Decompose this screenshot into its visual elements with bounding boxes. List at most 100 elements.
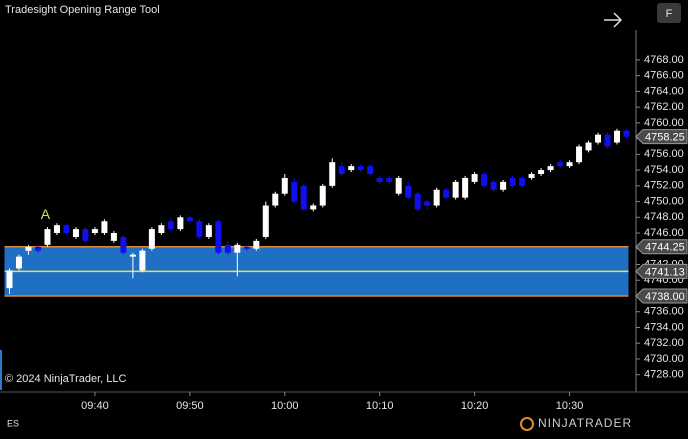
x-tick-label: 10:00 [271,400,299,412]
chart-title: Tradesight Opening Range Tool [5,4,160,16]
candle-body [462,177,469,198]
candle-body [604,134,611,147]
x-tick-label: 10:20 [461,400,489,412]
y-tick-label: 4762.00 [644,101,684,113]
candle-body [72,229,79,237]
candle-body [25,246,32,251]
candle-body [34,246,41,251]
y-tick-label: 4766.00 [644,70,684,82]
candle-body [509,177,516,186]
candle-body [167,221,174,230]
y-tick-label: 4756.00 [644,148,684,160]
candle-body [224,244,231,253]
candle-body [319,185,326,206]
candle-body [205,225,212,237]
candle-body [481,174,488,186]
candle-body [300,185,307,210]
y-tick-label: 4764.00 [644,85,684,97]
candle-body [186,217,193,222]
x-tick-label: 10:30 [556,400,584,412]
candle-body [243,246,250,249]
candle-body [348,166,355,171]
candle-body [63,225,70,234]
candle-body [215,221,222,253]
candle-body [329,162,336,186]
scroll-marker [0,350,2,390]
annotation: A [41,206,51,222]
y-tick-label: 4754.00 [644,164,684,176]
brand-logo [520,417,534,431]
candle-body [338,166,345,175]
y-tick-label: 4746.00 [644,227,684,239]
candle-body [623,130,630,137]
candle-body [44,229,51,245]
candle-body [367,166,374,175]
candle-body [110,233,117,241]
copyright: © 2024 NinjaTrader, LLC [5,373,126,385]
candle-body [148,229,155,249]
candle-body [177,217,184,230]
brand: NINJATRADER [538,416,632,430]
range-high-label: 4744.25 [645,242,685,254]
candle-body [405,185,412,198]
candle-body [500,181,507,190]
y-tick-label: 4760.00 [644,117,684,129]
candle-body [452,181,459,198]
range-mid-label: 4741.13 [645,266,685,278]
candle-body [291,181,298,202]
candle-body [433,189,440,206]
candle-body [91,229,98,234]
y-tick-label: 4734.00 [644,321,684,333]
y-tick-label: 4730.00 [644,353,684,365]
candle-body [386,177,393,182]
candle-body [357,166,364,171]
y-tick-label: 4728.00 [644,369,684,381]
candle-body [129,254,136,257]
candle-body [566,162,573,167]
candle-body [120,236,127,253]
candle-body [253,240,260,249]
candle-body [101,221,108,234]
y-tick-label: 4750.00 [644,195,684,207]
instrument: ES [7,418,19,428]
last-price-label: 4758.25 [645,132,685,144]
candle-body [6,270,13,289]
candle-body [262,205,269,237]
candle-body [234,244,241,253]
y-tick-label: 4768.00 [644,54,684,66]
y-tick-label: 4736.00 [644,306,684,318]
last-price-label-tag [635,129,688,145]
candle-body [595,134,602,143]
candle-body [196,221,203,237]
candle-body [82,229,89,241]
candle-body [585,142,592,151]
y-tick-label: 4732.00 [644,337,684,349]
button-bg[interactable] [657,3,681,23]
candle-body [490,181,497,190]
candle-body [139,250,146,271]
candle-body [424,201,431,206]
candle-body [576,146,583,163]
candle-body [538,170,545,175]
candle-body [53,225,60,234]
candle-body [443,189,450,198]
x-tick-label: 10:10 [366,400,394,412]
arrow-icon[interactable] [604,12,623,28]
candle-body [272,193,279,206]
x-tick-label: 09:40 [81,400,109,412]
range-mid-label-tag [635,263,688,279]
candle-body [310,205,317,210]
candle-body [15,256,22,269]
y-tick-label: 4748.00 [644,211,684,223]
button-label[interactable]: F [666,8,673,20]
candle-body [547,166,554,171]
candle-body [528,174,535,178]
candle-body [557,162,564,167]
range-high-label-tag [635,239,688,255]
candle-body [376,177,383,182]
x-tick-label: 09:50 [176,400,204,412]
range-low-label-tag [635,288,688,304]
candle-body [395,177,402,194]
